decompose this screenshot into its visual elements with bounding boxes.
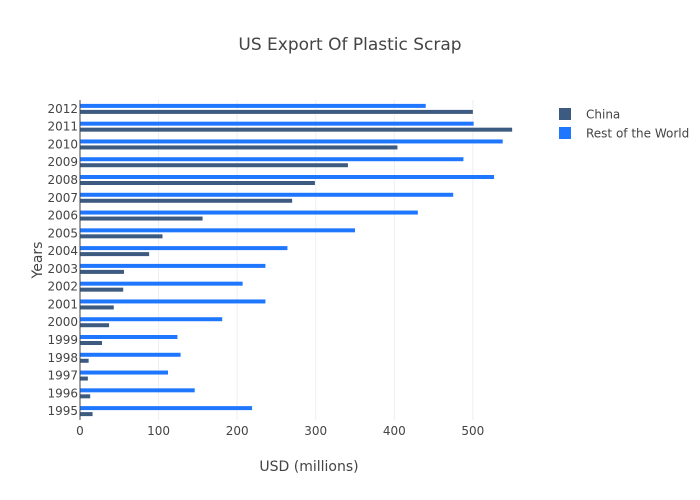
y-tick-label: 2000	[47, 315, 78, 329]
y-tick-label: 1997	[47, 369, 78, 383]
y-tick-label: 1995	[47, 404, 78, 418]
bar-china-2002[interactable]	[80, 287, 124, 292]
x-tick-label: 100	[147, 424, 170, 438]
bar-china-2011[interactable]	[80, 127, 513, 132]
y-tick-label: 2003	[47, 262, 78, 276]
bar-china-1996[interactable]	[80, 394, 91, 399]
bar-china-2010[interactable]	[80, 145, 398, 150]
bar-rest-of-world-1996[interactable]	[80, 388, 195, 393]
y-tick-label: 2006	[47, 209, 78, 223]
y-tick-label: 2007	[47, 191, 78, 205]
x-axis-title: USD (millions)	[259, 459, 358, 475]
bar-rest-of-world-2008[interactable]	[80, 175, 495, 179]
bar-china-2003[interactable]	[80, 269, 124, 274]
bar-china-1997[interactable]	[80, 376, 88, 381]
x-tick-label: 0	[76, 424, 84, 438]
legend-item-china[interactable]: China	[559, 108, 620, 122]
bar-rest-of-world-2009[interactable]	[80, 157, 464, 162]
bar-china-2001[interactable]	[80, 305, 114, 310]
bar-rest-of-world-2011[interactable]	[80, 121, 474, 126]
bar-china-1998[interactable]	[80, 358, 89, 363]
bar-china-2005[interactable]	[80, 234, 163, 239]
bar-china-2006[interactable]	[80, 216, 203, 221]
bar-rest-of-world-1995[interactable]	[80, 406, 253, 411]
y-axis-title: Years	[30, 242, 46, 280]
bar-rest-of-world-2007[interactable]	[80, 192, 454, 197]
bar-china-1995[interactable]	[80, 412, 93, 417]
y-tick-label: 2009	[47, 155, 78, 169]
y-tick-label: 2010	[47, 137, 78, 151]
x-tick-label: 500	[461, 424, 484, 438]
y-tick-label: 2008	[47, 173, 78, 187]
bar-china-1999[interactable]	[80, 341, 102, 345]
legend-label-china: China	[586, 108, 620, 122]
bar-china-2008[interactable]	[80, 181, 315, 185]
legend[interactable]: China Rest of the World	[559, 108, 689, 141]
legend-swatch-china	[559, 108, 571, 120]
bar-china-2004[interactable]	[80, 252, 150, 257]
bar-rest-of-world-1999[interactable]	[80, 335, 178, 339]
gridlines	[158, 100, 474, 420]
y-tick-label: 1999	[47, 333, 78, 347]
x-tick-label: 300	[304, 424, 327, 438]
bar-rest-of-world-2004[interactable]	[80, 246, 288, 251]
bar-rest-of-world-2000[interactable]	[80, 317, 223, 322]
bar-rest-of-world-1998[interactable]	[80, 352, 181, 357]
y-tick-label: 1996	[47, 386, 78, 400]
bar-china-2000[interactable]	[80, 323, 110, 328]
legend-item-rest-of-world[interactable]: Rest of the World	[559, 127, 689, 141]
legend-label-rest-of-world: Rest of the World	[586, 127, 689, 141]
bar-rest-of-world-2012[interactable]	[80, 103, 426, 108]
legend-swatch-rest-of-world	[559, 127, 571, 139]
y-tick-label: 2001	[47, 297, 78, 311]
y-tick-label: 2011	[47, 120, 78, 134]
bar-china-2007[interactable]	[80, 198, 293, 203]
bars	[80, 103, 513, 417]
bar-rest-of-world-2001[interactable]	[80, 299, 266, 304]
y-axis-ticks: 1995 1996 1997 1998 1999 2000 2001 2002 2003 2004…	[47, 102, 78, 418]
y-tick-label: 1998	[47, 351, 78, 365]
bar-rest-of-world-2010[interactable]	[80, 139, 503, 144]
chart-title: US Export Of Plastic Scrap	[238, 35, 461, 55]
y-tick-label: 2005	[47, 226, 78, 240]
bar-rest-of-world-2003[interactable]	[80, 263, 266, 268]
bar-rest-of-world-2002[interactable]	[80, 281, 243, 286]
y-tick-label: 2004	[47, 244, 78, 258]
bar-china-2009[interactable]	[80, 163, 348, 168]
bar-china-2012[interactable]	[80, 109, 473, 114]
bar-rest-of-world-2006[interactable]	[80, 210, 418, 215]
bar-rest-of-world-2005[interactable]	[80, 228, 355, 233]
y-tick-label: 2012	[47, 102, 78, 116]
x-tick-label: 400	[383, 424, 406, 438]
x-tick-label: 200	[226, 424, 249, 438]
y-tick-label: 2002	[47, 280, 78, 294]
x-axis-ticks: 0 100 200 300 400 500	[76, 424, 484, 438]
bar-rest-of-world-1997[interactable]	[80, 370, 168, 375]
